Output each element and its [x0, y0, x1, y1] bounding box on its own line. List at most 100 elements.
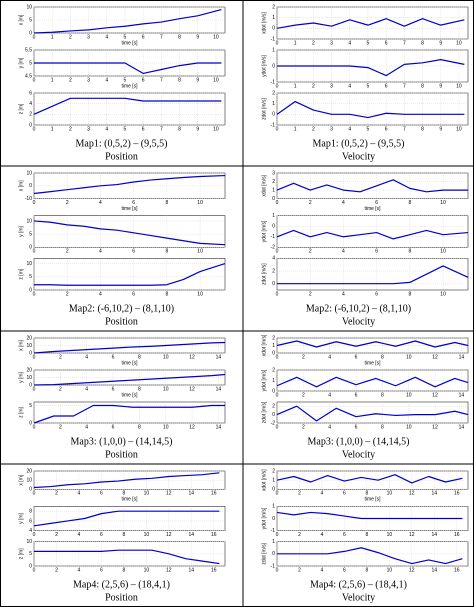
x-tick-label: 0	[276, 40, 279, 46]
data-line	[33, 510, 220, 527]
x-tick-label: 4	[105, 126, 108, 132]
x-tick-label: 12	[432, 392, 438, 398]
x-tick-label: 5	[367, 40, 370, 46]
caption-kind: Velocity	[342, 592, 375, 603]
x-tick-label: 8	[381, 392, 384, 398]
x-tick-label: 8	[165, 200, 168, 206]
y-tick-label: 5	[29, 60, 32, 66]
y-axis-label: x [m]	[18, 180, 24, 191]
y-tick-label: 1	[272, 47, 275, 53]
y-tick-label: 0	[272, 26, 275, 32]
y-tick-label: -2	[271, 245, 276, 251]
x-tick-label: 4	[342, 249, 345, 255]
y-tick-label: 0	[29, 183, 32, 189]
y-axis-label: z [m]	[18, 103, 24, 114]
data-line	[276, 179, 468, 193]
y-axis-label: y [m]	[18, 512, 24, 523]
y-tick-label: 4.5	[25, 73, 32, 79]
plot-frame	[276, 215, 469, 248]
y-tick-label: -1	[271, 563, 276, 569]
x-tick-label: 0	[33, 34, 36, 40]
x-tick-label: 4	[78, 567, 81, 573]
y-axis-label: z [m]	[18, 406, 24, 417]
x-tick-label: 3	[330, 40, 333, 46]
x-tick-label: 0	[33, 424, 36, 430]
data-line	[33, 174, 226, 195]
y-tick-label: -1	[271, 36, 276, 42]
x-tick-label: 2	[309, 200, 312, 206]
x-tick-label: 2	[66, 200, 69, 206]
x-tick-label: 8	[365, 491, 368, 497]
y-tick-label: 0	[272, 350, 275, 356]
x-tick-label: 4	[78, 491, 81, 497]
y-tick-label: 2	[272, 90, 275, 96]
x-tick-label: 8	[178, 77, 181, 83]
x-tick-label: 8	[381, 354, 384, 360]
x-tick-label: 0	[33, 386, 36, 392]
x-tick-label: 2	[59, 386, 62, 392]
data-line	[33, 9, 222, 34]
plot-frame	[33, 401, 226, 424]
x-tick-label: 9	[196, 126, 199, 132]
y-tick-label: 5.5	[25, 47, 32, 53]
data-line	[33, 220, 226, 246]
x-tick-label: 0	[33, 567, 36, 573]
y-axis-label: ydot [m/s]	[261, 369, 267, 391]
y-axis-label: zdot [m/s]	[261, 98, 267, 120]
y-tick-label: 0	[272, 224, 275, 230]
x-tick-label: 6	[343, 567, 346, 573]
data-line	[277, 59, 465, 77]
y-tick-label: 20	[26, 468, 32, 474]
x-axis-label: time [s]	[121, 206, 138, 212]
x-tick-label: 8	[178, 126, 181, 132]
y-axis-label: xdot [m/s]	[261, 334, 267, 356]
x-axis-label: time [s]	[121, 360, 138, 366]
x-tick-label: 9	[439, 126, 442, 132]
x-tick-label: 14	[189, 491, 195, 497]
y-tick-label: 3	[272, 170, 275, 176]
y-tick-label: -1	[271, 79, 276, 85]
x-tick-label: 12	[409, 532, 415, 538]
x-tick-label: 10	[406, 354, 412, 360]
x-tick-label: 10	[387, 532, 393, 538]
y-tick-label: 1	[272, 378, 275, 384]
y-tick-label: 4	[29, 528, 32, 534]
plot-frame	[276, 92, 469, 126]
caption-kind: Velocity	[342, 151, 375, 162]
x-tick-label: 6	[132, 291, 135, 297]
x-tick-label: 0	[276, 200, 279, 206]
x-tick-label: 4	[348, 83, 351, 89]
caption-kind: Position	[105, 592, 138, 603]
y-tick-label: -10	[25, 196, 32, 202]
x-tick-label: 16	[454, 491, 460, 497]
y-tick-label: 0	[272, 281, 275, 287]
y-tick-label: 4	[272, 256, 275, 262]
x-tick-label: 12	[189, 424, 195, 430]
y-axis-label: z [m]	[18, 548, 24, 559]
x-tick-label: 1	[51, 77, 54, 83]
x-tick-label: 4	[321, 567, 324, 573]
caption-kind: Velocity	[342, 449, 375, 460]
y-axis-label: ydot [m/s]	[261, 55, 267, 77]
y-axis-label: zdot [m/s]	[261, 401, 267, 423]
x-tick-label: 2	[312, 126, 315, 132]
y-tick-label: 2	[272, 4, 275, 10]
x-tick-label: 4	[321, 532, 324, 538]
y-tick-label: 0	[29, 563, 32, 569]
y-tick-label: 0	[29, 420, 32, 426]
x-tick-label: 6	[355, 424, 358, 430]
y-tick-label: 8	[29, 509, 32, 515]
x-axis-label: time [s]	[364, 360, 381, 366]
x-axis-label: time [s]	[121, 40, 138, 46]
x-tick-label: 4	[342, 200, 345, 206]
x-tick-label: 12	[409, 567, 415, 573]
y-tick-label: 20	[26, 335, 32, 341]
caption-kind: Position	[105, 151, 138, 162]
x-tick-label: 0	[33, 291, 36, 297]
x-tick-label: 14	[432, 567, 438, 573]
x-tick-label: 6	[112, 386, 115, 392]
y-tick-label: 10	[26, 261, 32, 267]
x-tick-label: 9	[439, 83, 442, 89]
x-tick-label: 6	[385, 83, 388, 89]
